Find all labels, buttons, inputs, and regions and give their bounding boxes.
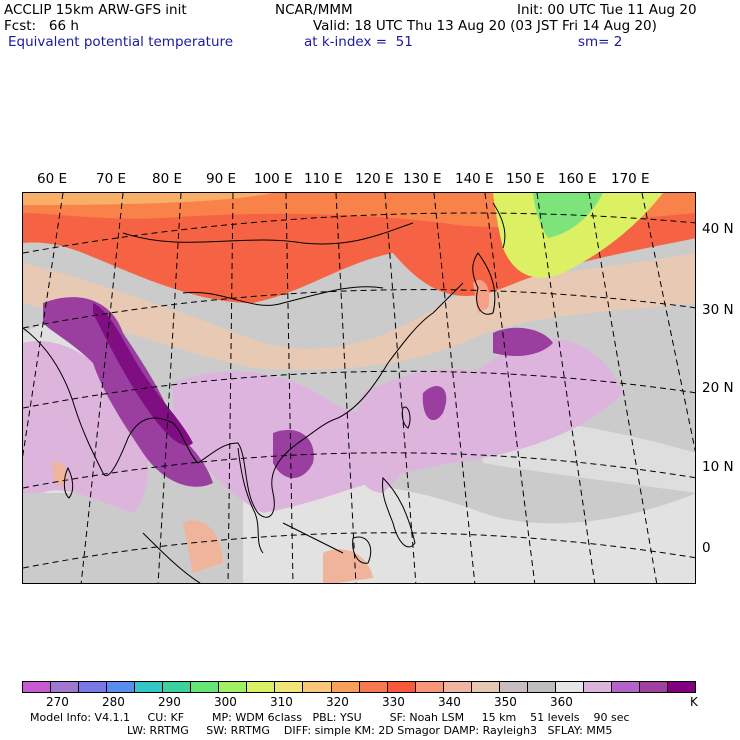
- lon-label: 60 E: [37, 171, 67, 187]
- model-info-line-1: Model Info: V4.1.1 CU: KF MP: WDM 6class…: [30, 711, 630, 724]
- colorbar-tick: 320: [326, 695, 349, 709]
- colorbar-tick: 360: [550, 695, 573, 709]
- lat-label: 0: [702, 540, 711, 556]
- colorbar-swatch: [359, 682, 388, 692]
- smoothing-label: sm= 2: [578, 34, 623, 50]
- colorbar-swatch: [611, 682, 641, 692]
- colorbar-swatch: [415, 682, 444, 692]
- lat-label: 40 N: [702, 221, 734, 237]
- colorbar-swatch: [135, 682, 164, 692]
- lon-label: 170 E: [611, 171, 650, 187]
- lon-label: 70 E: [96, 171, 126, 187]
- forecast-hour: Fcst: 66 h: [4, 18, 79, 34]
- colorbar-swatch: [163, 682, 192, 692]
- colorbar-swatch: [471, 682, 500, 692]
- lon-label: 90 E: [206, 171, 236, 187]
- lon-label: 110 E: [304, 171, 343, 187]
- valid-time: Valid: 18 UTC Thu 13 Aug 20 (03 JST Fri …: [313, 18, 657, 34]
- lat-label: 10 N: [702, 459, 734, 475]
- colorbar-swatch: [79, 682, 108, 692]
- colorbar-swatch: [219, 682, 248, 692]
- colorbar-swatch: [331, 682, 360, 692]
- lon-label: 120 E: [355, 171, 394, 187]
- colorbar-tick: 350: [494, 695, 517, 709]
- colorbar-tick: 290: [158, 695, 181, 709]
- lat-label: 20 N: [702, 380, 734, 396]
- colorbar-swatch: [668, 682, 696, 692]
- lat-label: 30 N: [702, 302, 734, 318]
- colorbar-swatch: [640, 682, 669, 692]
- colorbar-tick: 310: [270, 695, 293, 709]
- plot-title: ACCLIP 15km ARW-GFS init: [4, 2, 187, 18]
- colorbar-swatch: [387, 682, 416, 692]
- colorbar-swatch: [247, 682, 276, 692]
- lon-label: 140 E: [455, 171, 494, 187]
- colorbar-tick: 340: [438, 695, 461, 709]
- colorbar-swatch: [23, 682, 52, 692]
- colorbar-swatch: [303, 682, 332, 692]
- theta-e-map[interactable]: [22, 192, 696, 584]
- lon-label: 80 E: [152, 171, 182, 187]
- colorbar: [22, 681, 696, 693]
- model-info-line-2: LW: RRTMG SW: RRTMG DIFF: simple KM: 2D …: [127, 724, 613, 737]
- colorbar-swatch: [583, 682, 612, 692]
- colorbar-unit: K: [690, 695, 698, 709]
- init-time: Init: 00 UTC Tue 11 Aug 20: [517, 2, 697, 18]
- lon-label: 100 E: [254, 171, 293, 187]
- field-shading: [23, 193, 695, 583]
- colorbar-swatch: [527, 682, 556, 692]
- field-name: Equivalent potential temperature: [8, 34, 234, 50]
- lon-label: 130 E: [403, 171, 442, 187]
- colorbar-swatch: [51, 682, 80, 692]
- institution-label: NCAR/MMM: [275, 2, 353, 18]
- colorbar-tick: 280: [102, 695, 125, 709]
- lon-label: 150 E: [506, 171, 545, 187]
- model-level: at k-index = 51: [304, 34, 413, 50]
- colorbar-swatch: [443, 682, 472, 692]
- colorbar-swatch: [107, 682, 136, 692]
- colorbar-tick: 270: [46, 695, 69, 709]
- colorbar-swatch: [191, 682, 220, 692]
- lon-label: 160 E: [558, 171, 597, 187]
- colorbar-swatch: [499, 682, 528, 692]
- colorbar-tick: 300: [214, 695, 237, 709]
- colorbar-swatch: [555, 682, 584, 692]
- colorbar-tick: 330: [382, 695, 405, 709]
- colorbar-swatch: [275, 682, 304, 692]
